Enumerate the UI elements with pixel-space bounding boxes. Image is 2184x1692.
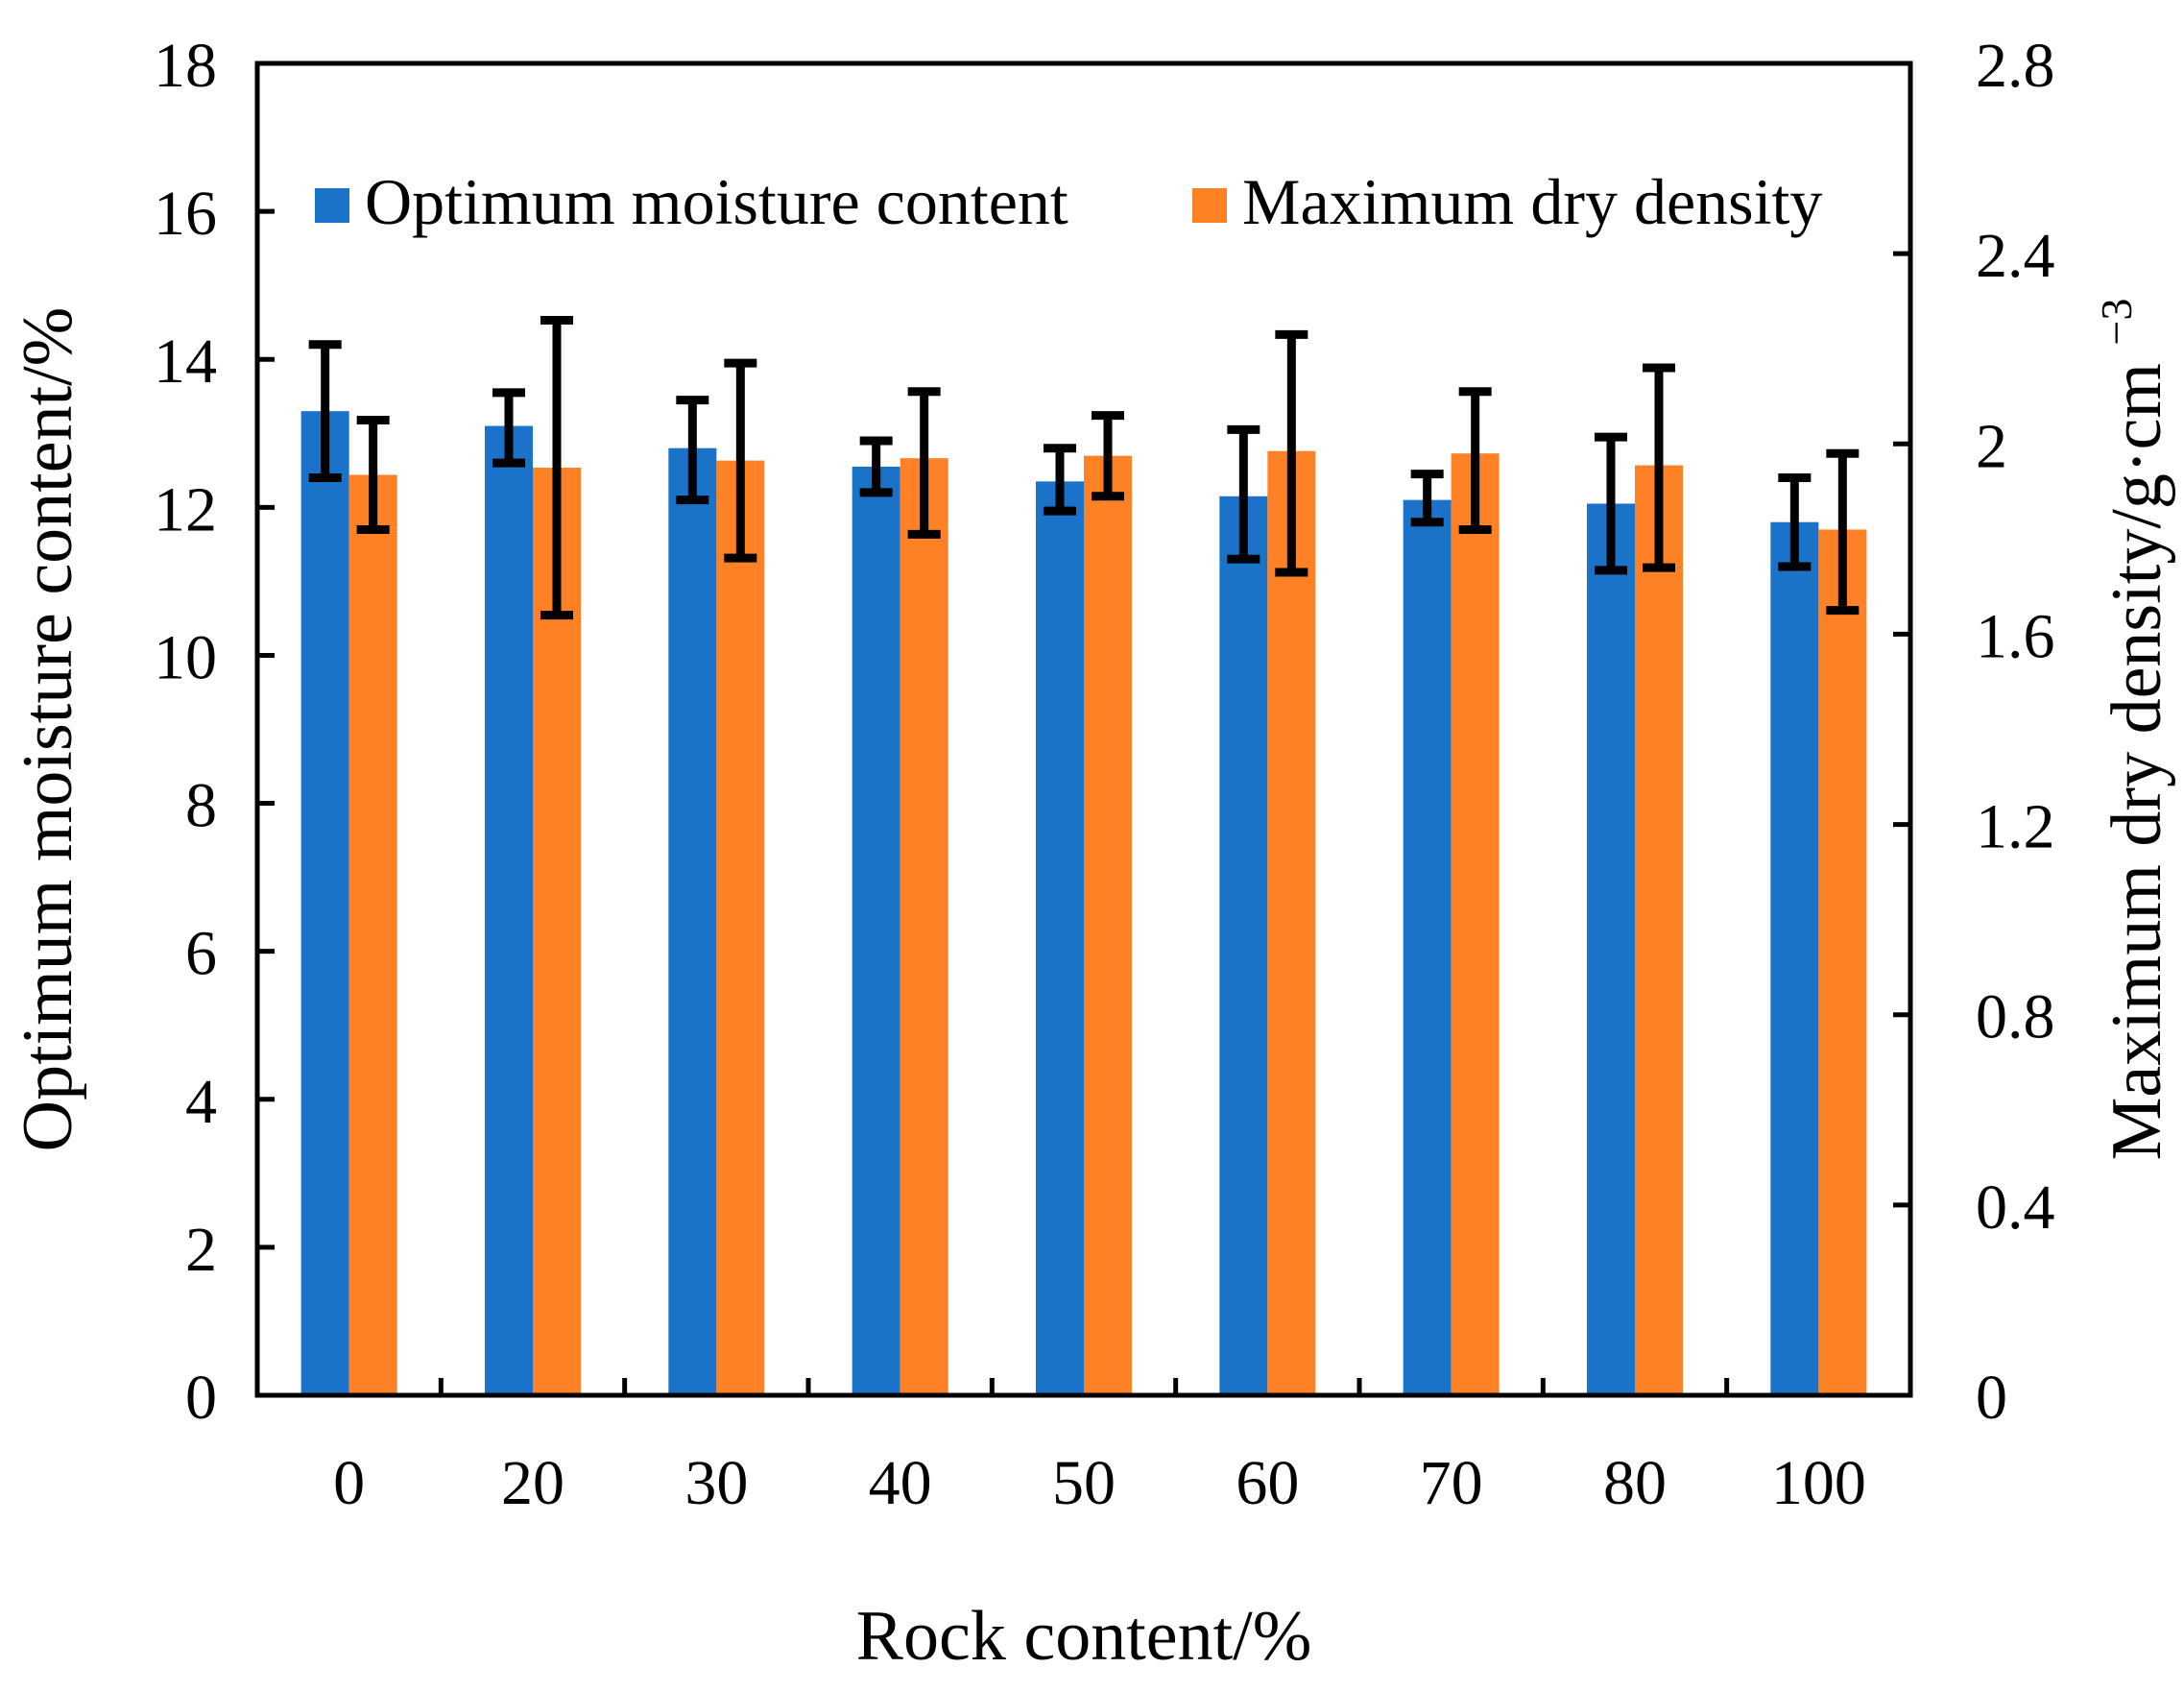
bar-density bbox=[1635, 465, 1683, 1395]
y-right-tick-label: 0.8 bbox=[1976, 982, 2055, 1052]
y-left-tick-label: 10 bbox=[154, 622, 217, 692]
legend-label: Maximum dry density bbox=[1242, 165, 1822, 238]
bar-density bbox=[716, 460, 765, 1396]
error-bars-layer bbox=[308, 315, 1860, 620]
legend-swatch-density bbox=[1192, 188, 1227, 223]
bar-density bbox=[1818, 529, 1867, 1395]
y-left-tick-label: 0 bbox=[185, 1363, 217, 1433]
legend: Optimum moisture content Maximum dry dens… bbox=[315, 165, 1822, 238]
bar-density bbox=[348, 474, 397, 1396]
x-tick-label: 50 bbox=[1052, 1448, 1116, 1518]
axis-titles: Rock content/% Optimum moisture content/… bbox=[9, 299, 2176, 1676]
x-tick-label: 70 bbox=[1420, 1448, 1483, 1518]
legend-label: Optimum moisture content bbox=[365, 165, 1068, 238]
y-left-tick-label: 2 bbox=[185, 1215, 217, 1285]
y-right-tick-label: 2 bbox=[1976, 411, 2007, 481]
ticks-layer bbox=[257, 60, 1910, 1398]
y-right-tick-label: 1.2 bbox=[1976, 792, 2055, 862]
plot-area-frame bbox=[254, 60, 1913, 1398]
y-right-axis-title-superscript: −3 bbox=[2092, 299, 2141, 346]
y-left-tick-label: 16 bbox=[154, 179, 217, 249]
y-right-tick-label: 1.6 bbox=[1976, 601, 2055, 671]
y-right-tick-label: 0.4 bbox=[1976, 1172, 2055, 1243]
y-left-tick-label: 18 bbox=[154, 31, 217, 101]
bar-density bbox=[900, 458, 948, 1395]
y-left-axis-title: Optimum moisture content/% bbox=[9, 307, 87, 1152]
y-right-tick-label: 0 bbox=[1976, 1363, 2007, 1433]
bar-moisture bbox=[1036, 481, 1084, 1395]
bar-density bbox=[1267, 450, 1316, 1395]
y-right-axis-title: Maximum dry density/g·cm −3 bbox=[2092, 299, 2176, 1161]
y-left-tick-label: 14 bbox=[154, 326, 217, 397]
y-left-tick-label: 4 bbox=[185, 1067, 217, 1137]
x-tick-label: 100 bbox=[1771, 1448, 1866, 1518]
labels-layer: 0 2 4 6 8 10 12 14 16 18 0 0.4 0.8 1.2 1.6 2 2.4 2.8 0 20 30… bbox=[154, 31, 2055, 1518]
bar-moisture bbox=[852, 466, 900, 1396]
bars-layer bbox=[300, 411, 1867, 1396]
y-right-tick-label: 2.4 bbox=[1976, 221, 2055, 291]
y-right-tick-label: 2.8 bbox=[1976, 31, 2055, 101]
x-tick-label: 0 bbox=[333, 1448, 365, 1518]
bar-moisture bbox=[1403, 499, 1452, 1395]
y-right-axis-title-main: Maximum dry density/g·cm bbox=[2098, 363, 2176, 1160]
bar-moisture bbox=[668, 447, 717, 1395]
x-tick-label: 80 bbox=[1603, 1448, 1667, 1518]
x-tick-label: 20 bbox=[501, 1448, 564, 1518]
bar-density bbox=[1084, 455, 1132, 1395]
bar-moisture bbox=[1770, 521, 1819, 1395]
x-tick-label: 60 bbox=[1236, 1448, 1299, 1518]
x-tick-label: 40 bbox=[869, 1448, 932, 1518]
bar-moisture bbox=[300, 411, 349, 1395]
legend-swatch-moisture bbox=[315, 188, 349, 223]
bar-moisture bbox=[485, 425, 533, 1395]
x-axis-title: Rock content/% bbox=[856, 1597, 1312, 1676]
bar-moisture bbox=[1219, 496, 1268, 1395]
y-left-tick-label: 8 bbox=[185, 771, 217, 841]
x-tick-label: 30 bbox=[684, 1448, 748, 1518]
bar-density bbox=[1451, 453, 1500, 1395]
bar-density bbox=[533, 468, 581, 1395]
y-left-tick-label: 6 bbox=[185, 919, 217, 989]
bar-moisture bbox=[1587, 503, 1635, 1395]
y-left-tick-label: 12 bbox=[154, 474, 217, 544]
